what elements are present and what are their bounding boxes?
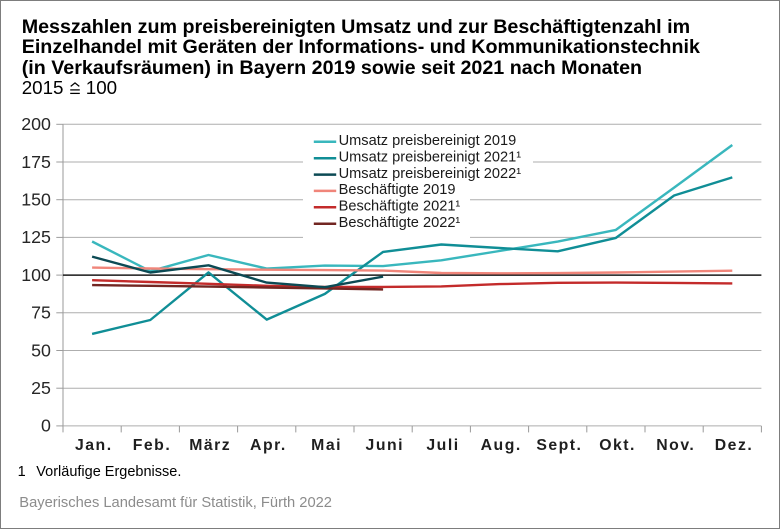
- svg-text:Nov.: Nov.: [656, 437, 695, 454]
- svg-text:Mai: Mai: [311, 437, 342, 454]
- svg-text:Jan.: Jan.: [75, 437, 113, 454]
- svg-text:Juli: Juli: [426, 437, 459, 454]
- svg-text:Sept.: Sept.: [536, 437, 582, 454]
- svg-text:25: 25: [31, 378, 51, 398]
- svg-text:Aug.: Aug.: [481, 437, 522, 454]
- svg-text:Beschäftigte 2019: Beschäftigte 2019: [339, 182, 456, 198]
- svg-text:150: 150: [21, 190, 51, 210]
- svg-text:0: 0: [41, 416, 51, 436]
- svg-text:März: März: [189, 437, 231, 454]
- svg-text:Dez.: Dez.: [715, 437, 753, 454]
- svg-text:Juni: Juni: [366, 437, 404, 454]
- svg-text:Umsatz preisbereinigt 2019: Umsatz preisbereinigt 2019: [339, 133, 517, 149]
- svg-text:Beschäftigte 2022¹: Beschäftigte 2022¹: [339, 215, 461, 231]
- svg-text:200: 200: [21, 114, 51, 134]
- svg-text:Beschäftigte 2021¹: Beschäftigte 2021¹: [339, 199, 461, 215]
- svg-text:Umsatz preisbereinigt 2022¹: Umsatz preisbereinigt 2022¹: [339, 166, 522, 182]
- svg-text:Umsatz preisbereinigt 2021¹: Umsatz preisbereinigt 2021¹: [339, 150, 522, 166]
- svg-text:Feb.: Feb.: [133, 437, 171, 454]
- svg-text:Apr.: Apr.: [250, 437, 287, 454]
- svg-text:175: 175: [21, 152, 51, 172]
- svg-text:100: 100: [21, 265, 51, 285]
- svg-text:50: 50: [31, 340, 51, 360]
- svg-text:75: 75: [31, 303, 51, 323]
- svg-text:Okt.: Okt.: [599, 437, 636, 454]
- svg-text:125: 125: [21, 227, 51, 247]
